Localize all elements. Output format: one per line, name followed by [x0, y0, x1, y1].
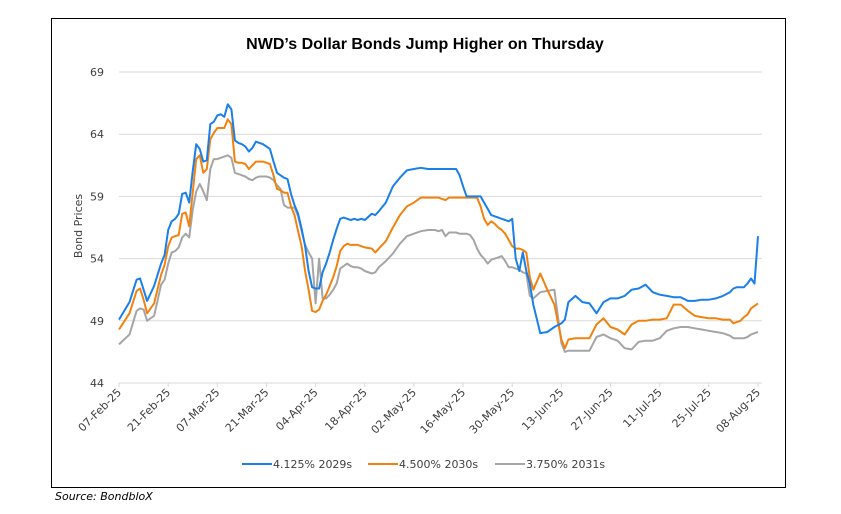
legend-item: 3.750% 2031s	[495, 458, 605, 471]
y-tick-label: 44	[90, 377, 104, 390]
x-tick-label: 04-Apr-25	[273, 386, 320, 433]
legend: 4.125% 2029s 4.500% 2030s 3.750% 2031s	[242, 458, 605, 471]
x-tick-label: 13-Jun-25	[519, 386, 566, 433]
x-tick-label: 25-Jul-25	[670, 386, 714, 430]
gridlines	[119, 71, 762, 384]
legend-label: 4.125% 2029s	[273, 458, 352, 471]
y-axis-ticks: 44 49 54 59 64 69	[90, 66, 104, 390]
series-line-3	[118, 154, 759, 353]
series-line-1	[118, 103, 759, 335]
y-tick-label: 69	[90, 66, 104, 79]
legend-label: 3.750% 2031s	[526, 458, 605, 471]
legend-item: 4.500% 2030s	[368, 458, 478, 471]
source-note: Source: BondbloX	[55, 490, 153, 503]
series-lines	[118, 103, 759, 353]
x-tick-label: 18-Apr-25	[322, 386, 369, 433]
x-tick-label: 30-May-25	[467, 386, 518, 437]
x-tick-label: 02-May-25	[368, 386, 419, 437]
y-tick-label: 59	[90, 190, 104, 203]
x-axis-ticks: 07-Feb-25 21-Feb-25 07-Mar-25 21-Mar-25 04-A…	[76, 383, 763, 436]
legend-label: 4.500% 2030s	[399, 458, 478, 471]
x-tick-label: 08-Aug-25	[714, 386, 764, 436]
line-chart: NWD’s Dollar Bonds Jump Higher on Thursd…	[72, 36, 763, 471]
y-axis-label: Bond Prices	[72, 194, 85, 259]
x-tick-label: 07-Mar-25	[174, 386, 223, 435]
chart-title: NWD’s Dollar Bonds Jump Higher on Thursd…	[246, 36, 604, 53]
series-line-2	[118, 118, 759, 350]
x-tick-label: 27-Jun-25	[568, 386, 615, 433]
y-tick-label: 54	[90, 253, 104, 266]
chart-frame: NWD’s Dollar Bonds Jump Higher on Thursd…	[51, 18, 786, 488]
x-tick-label: 21-Mar-25	[223, 386, 272, 435]
x-tick-label: 11-Jul-25	[620, 386, 664, 430]
y-tick-label: 64	[90, 128, 104, 141]
x-tick-label: 16-May-25	[418, 386, 469, 437]
x-tick-label: 21-Feb-25	[125, 386, 173, 434]
y-tick-label: 49	[90, 315, 104, 328]
x-tick-label: 07-Feb-25	[76, 386, 124, 434]
legend-item: 4.125% 2029s	[242, 458, 352, 471]
